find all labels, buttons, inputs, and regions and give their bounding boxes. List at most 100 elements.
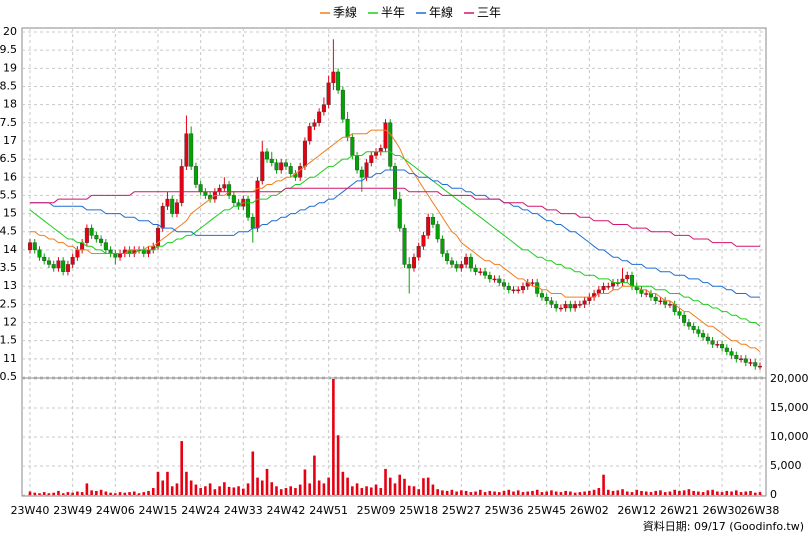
candle-body — [184, 133, 189, 167]
volume-bar — [578, 492, 582, 495]
volume-bar — [384, 468, 387, 495]
x-tick-label: 25W18 — [399, 504, 438, 517]
volume-bar — [351, 486, 354, 495]
candle-body — [70, 256, 75, 265]
volume-bar — [213, 489, 217, 495]
y-tick-label: 16.5 — [0, 152, 17, 165]
candle-body — [388, 122, 393, 167]
volume-bar — [104, 491, 108, 495]
candle-body — [331, 71, 336, 84]
candle-body — [37, 249, 42, 258]
y-tick-label: 13 — [3, 279, 17, 292]
candle-body — [42, 256, 47, 261]
candle-body — [596, 289, 601, 294]
candle-body — [141, 249, 146, 254]
candle-body — [516, 289, 521, 292]
candle-body — [663, 300, 668, 305]
volume-bar — [42, 492, 46, 495]
candle-body — [350, 137, 355, 156]
volume-bar — [398, 474, 402, 495]
y-tick-label: 15.5 — [0, 188, 17, 201]
candle-body — [51, 264, 56, 269]
volume-bar — [431, 484, 435, 495]
volume-bar — [265, 468, 269, 495]
volume-bar — [227, 486, 231, 495]
volume-bar — [649, 492, 653, 495]
volume-bar — [426, 477, 430, 495]
volume-bar — [322, 483, 326, 495]
y-tick-label: 12.5 — [0, 297, 17, 310]
candle-body — [421, 235, 426, 247]
candle-body — [103, 242, 108, 251]
candle-body — [454, 264, 459, 269]
candle-body — [544, 296, 549, 301]
candle-body — [283, 162, 288, 167]
volume-bar — [28, 491, 32, 495]
candle-body — [568, 304, 573, 309]
candle-body — [402, 227, 407, 265]
volume-bar — [592, 489, 596, 495]
candle-body — [630, 275, 635, 287]
candle-body — [478, 271, 483, 273]
candle-body — [667, 304, 672, 306]
volume-bar — [275, 486, 278, 495]
candle-body — [288, 166, 293, 174]
candle-body — [99, 238, 104, 243]
candle-body — [734, 355, 739, 360]
volume-bar — [630, 492, 634, 495]
candle-body — [705, 336, 710, 341]
volume-bar — [175, 483, 179, 495]
candle-body — [383, 122, 388, 149]
volume-bar — [583, 491, 586, 495]
candle-body — [326, 82, 331, 105]
x-tick-label: 26W38 — [741, 504, 780, 517]
volume-bar — [33, 492, 37, 495]
volume-bar — [294, 488, 297, 495]
candle-body — [601, 286, 606, 291]
candle-body — [511, 289, 516, 292]
volume-bar — [38, 493, 41, 495]
volume-bar — [753, 492, 757, 495]
y-tick-label: 18 — [3, 98, 17, 111]
candle-body — [274, 162, 279, 171]
y2-tick-label: 10,000 — [770, 430, 808, 443]
ma-line — [30, 187, 760, 247]
volume-bar — [289, 486, 293, 495]
candle-body — [359, 169, 364, 178]
volume-bar — [379, 488, 383, 495]
x-tick-label: 23W40 — [11, 504, 50, 517]
candle-body — [497, 278, 502, 283]
volume-bar — [711, 489, 714, 495]
candle-body — [89, 227, 94, 236]
volume-bar — [668, 491, 672, 495]
volume-bar — [720, 492, 724, 495]
candle-body — [691, 325, 696, 330]
volume-bar — [388, 477, 392, 495]
candle-body — [739, 358, 744, 361]
volume-bar — [687, 489, 691, 495]
candle-body — [265, 151, 270, 160]
legend-label: 半年 — [381, 6, 405, 20]
y-tick-label: 13.5 — [0, 261, 17, 274]
volume-bar — [512, 491, 515, 495]
volume-bar — [355, 483, 359, 495]
volume-bar — [284, 488, 288, 495]
y-tick-label: 20 — [3, 25, 17, 38]
volume-bar — [573, 492, 577, 495]
volume-bar — [474, 491, 477, 495]
volume-bar — [194, 484, 198, 495]
x-tick-label: 24W15 — [139, 504, 178, 517]
volume-bar — [298, 484, 302, 495]
volume-bar — [483, 492, 487, 495]
volume-bar — [71, 492, 74, 495]
candle-body — [321, 104, 326, 113]
volume-bar — [360, 488, 364, 495]
volume-bar — [663, 492, 667, 495]
candle-body — [459, 264, 464, 269]
volume-bar — [744, 491, 748, 495]
volume-bar — [223, 482, 226, 495]
candle-body — [530, 282, 535, 284]
y2-tick-label: 15,000 — [770, 401, 808, 414]
